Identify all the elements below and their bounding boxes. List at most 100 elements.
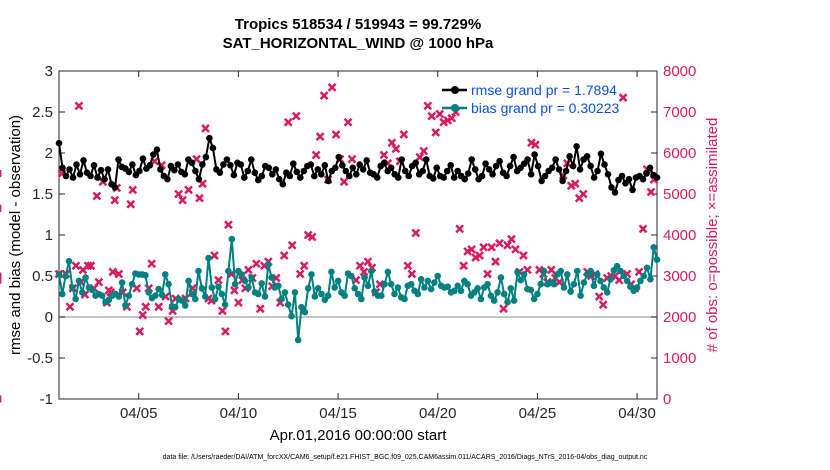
bias-point bbox=[421, 284, 428, 291]
bias-point bbox=[59, 290, 66, 298]
bias-point bbox=[444, 283, 452, 291]
bias-point bbox=[577, 292, 584, 300]
bias-point bbox=[637, 277, 644, 285]
x-tick-label: 04/05 bbox=[120, 405, 158, 422]
bias-point bbox=[254, 290, 262, 298]
rmse-point bbox=[321, 162, 329, 169]
y2-tick-label: 7000 bbox=[663, 104, 696, 121]
rmse-point bbox=[489, 171, 496, 178]
assimilated-obs-point bbox=[638, 224, 648, 234]
bias-point bbox=[288, 312, 295, 320]
rmse-point bbox=[566, 153, 573, 160]
assimilated-obs-point bbox=[403, 261, 413, 271]
assimilated-obs-point bbox=[503, 240, 512, 250]
bias-point bbox=[328, 268, 335, 276]
bias-point bbox=[530, 295, 538, 303]
bias-point bbox=[580, 279, 588, 286]
assimilated-obs-point bbox=[359, 267, 369, 277]
rmse-point bbox=[258, 172, 266, 180]
y2-tick-label: 2000 bbox=[663, 309, 696, 326]
rmse-point bbox=[534, 162, 542, 170]
assimilated-obs-point bbox=[74, 101, 84, 111]
rmse-point bbox=[492, 162, 500, 170]
x-axis-label: Apr.01,2016 00:00:00 start bbox=[270, 427, 448, 444]
rmse-point bbox=[87, 172, 94, 180]
bias-point bbox=[378, 292, 385, 300]
bias-point bbox=[407, 280, 415, 288]
bias-point bbox=[221, 301, 229, 309]
assimilated-obs-point bbox=[546, 265, 556, 275]
bias-point bbox=[55, 271, 63, 278]
bias-point bbox=[278, 295, 285, 303]
assimilated-obs-point bbox=[391, 144, 401, 154]
rmse-point bbox=[314, 166, 322, 173]
bias-point bbox=[431, 279, 438, 286]
assimilated-obs-point bbox=[379, 150, 389, 160]
assimilated-obs-point bbox=[491, 257, 500, 267]
rmse-point bbox=[527, 171, 535, 178]
assimilated-obs-point bbox=[327, 83, 337, 92]
bias-point bbox=[451, 287, 458, 295]
assimilated-obs-point bbox=[214, 275, 223, 285]
rmse-point bbox=[279, 180, 287, 188]
bias-point bbox=[487, 292, 495, 300]
bias-point bbox=[414, 290, 422, 298]
bias-point bbox=[122, 302, 129, 309]
bias-point bbox=[218, 290, 226, 298]
rmse-point bbox=[139, 155, 147, 162]
assimilated-obs-point bbox=[411, 228, 421, 238]
assimilated-obs-point bbox=[415, 152, 425, 162]
rmse-point bbox=[629, 186, 636, 194]
rmse-point bbox=[76, 171, 84, 178]
bias-point bbox=[600, 284, 608, 291]
assimilated-obs-point bbox=[646, 187, 656, 197]
bias-point bbox=[603, 289, 611, 296]
bias-point bbox=[517, 276, 525, 284]
bias-point bbox=[215, 283, 222, 291]
bias-point bbox=[537, 280, 544, 288]
rmse-point bbox=[461, 175, 469, 183]
bias-point bbox=[550, 280, 558, 288]
bias-point bbox=[504, 298, 511, 306]
bias-point bbox=[514, 268, 521, 276]
bias-point bbox=[205, 254, 212, 262]
rmse-point bbox=[69, 174, 77, 181]
assimilated-obs-point bbox=[363, 257, 373, 267]
assimilated-obs-point bbox=[487, 242, 496, 252]
bias-point bbox=[62, 272, 69, 280]
assimilated-obs-point bbox=[174, 189, 183, 199]
bias-point bbox=[540, 267, 548, 275]
rmse-point bbox=[597, 150, 605, 158]
bias-point bbox=[387, 280, 395, 288]
rmse-point bbox=[643, 170, 650, 177]
rmse-point bbox=[111, 184, 119, 191]
rmse-point bbox=[300, 167, 308, 175]
bias-point bbox=[401, 295, 408, 303]
bias-point bbox=[477, 295, 485, 303]
assimilated-obs-point bbox=[65, 302, 75, 312]
rmse-point bbox=[401, 167, 409, 175]
bias-point bbox=[238, 271, 245, 278]
assimilated-obs-point bbox=[459, 261, 469, 271]
rmse-point bbox=[192, 167, 199, 175]
bias-point bbox=[507, 285, 515, 292]
assimilated-obs-point bbox=[307, 232, 317, 242]
rmse-point bbox=[653, 174, 661, 181]
rmse-point bbox=[59, 164, 66, 172]
bias-point bbox=[457, 287, 465, 295]
bias-point bbox=[653, 256, 661, 263]
bias-point bbox=[281, 289, 289, 296]
x-axis-ticks: 04/05 04/10 04/15 04/20 04/25 04/30 bbox=[120, 71, 656, 422]
rmse-point bbox=[62, 172, 70, 180]
bias-point bbox=[633, 284, 641, 291]
rmse-point bbox=[485, 166, 493, 173]
rmse-point bbox=[230, 171, 238, 179]
rmse-point bbox=[576, 166, 584, 173]
assimilated-obs-point bbox=[195, 193, 204, 203]
bias-point bbox=[587, 267, 594, 275]
assimilated-obs-point bbox=[154, 302, 164, 312]
assimilated-obs-point bbox=[287, 240, 297, 250]
bias-point bbox=[118, 279, 126, 286]
bias-point bbox=[351, 285, 359, 292]
rmse-point bbox=[387, 164, 395, 172]
